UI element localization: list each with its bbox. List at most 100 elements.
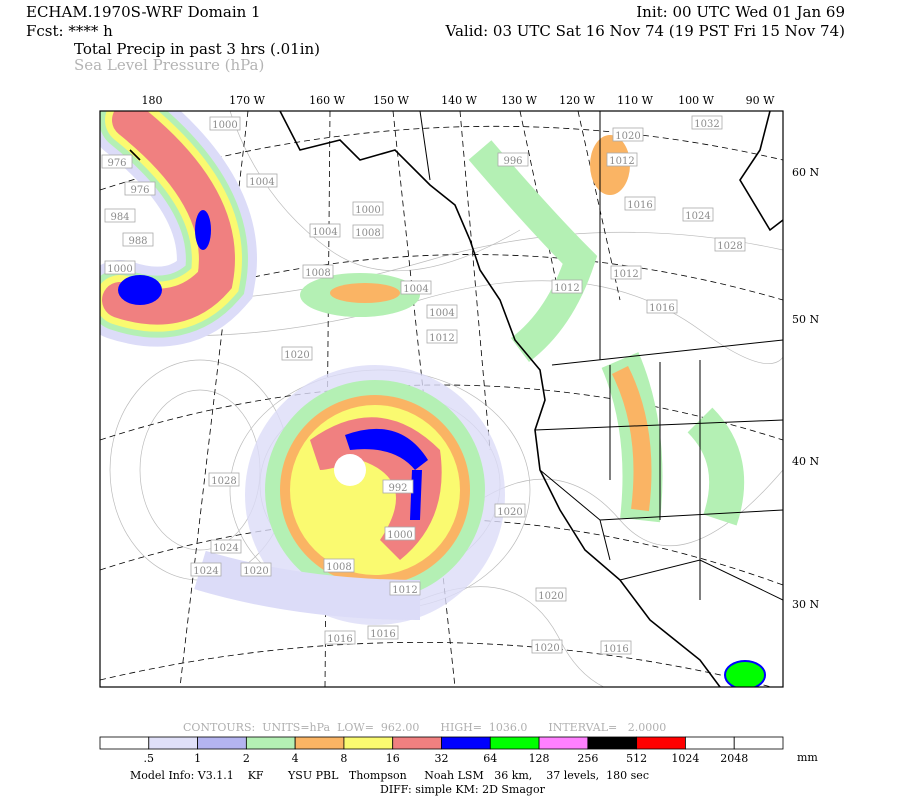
pressure-label: 1016 [370, 629, 395, 640]
pressure-label: 1024 [213, 543, 238, 554]
pressure-label-box [382, 479, 414, 494]
pressure-label: 1000 [107, 264, 132, 275]
longitude-label: 100 W [678, 94, 714, 107]
legend-label: .5 [144, 752, 155, 765]
valid-time: Valid: 03 UTC Sat 16 Nov 74 (19 PST Fri … [445, 22, 845, 40]
latitude-label: 40 N [792, 455, 819, 468]
pressure-label: 976 [107, 158, 126, 169]
map-frame [99, 110, 784, 688]
pressure-label-box [497, 152, 529, 167]
pressure-label-box [494, 503, 526, 518]
pressure-label-box [210, 539, 242, 554]
pressure-label: 1028 [211, 476, 236, 487]
pressure-label-box [309, 223, 341, 238]
legend-swatch [148, 736, 198, 750]
longitude-label: 130 W [501, 94, 537, 107]
pressure-label-box [104, 260, 136, 275]
pressure-label: 1008 [326, 562, 351, 573]
pressure-label-box [208, 472, 240, 487]
latitude-label: 50 N [792, 313, 819, 326]
forecast-hour: Fcst: **** h [26, 22, 113, 40]
legend-label: 8 [340, 752, 347, 765]
pressure-label: 1016 [627, 200, 652, 211]
pressure-label: 1012 [613, 269, 638, 280]
pressure-label-box [551, 279, 583, 294]
pressure-label: 1012 [392, 585, 417, 596]
precipitation [100, 111, 766, 687]
pressure-label-box [682, 207, 714, 222]
pressure-label-box [281, 346, 313, 361]
longitude-label: 170 W [229, 94, 265, 107]
pressure-label-box [352, 224, 384, 239]
latitude-label: 60 N [792, 166, 819, 179]
pressure-label: 1004 [429, 308, 454, 319]
pressure-label-box [606, 152, 638, 167]
pressure-label-box [426, 304, 458, 319]
pressure-label: 1024 [685, 211, 710, 222]
pressure-label-box [612, 127, 644, 142]
pressure-label: 996 [503, 156, 522, 167]
legend-swatch [245, 736, 296, 750]
pressure-label: 1020 [538, 591, 563, 602]
legend-label: 16 [386, 752, 400, 765]
pressure-label-box [302, 264, 334, 279]
pressure-label: 992 [388, 483, 407, 494]
legend-label: 1 [194, 752, 201, 765]
pressure-label-box [600, 640, 632, 655]
pressure-label-box [240, 562, 272, 577]
legend-swatch [197, 736, 247, 750]
pressure-label-box [400, 280, 432, 295]
pressure-label: 1004 [403, 284, 428, 295]
legend-label: 64 [483, 752, 497, 765]
pressure-label: 1004 [312, 227, 337, 238]
pressure-label-box [190, 562, 222, 577]
pressure-label-box [124, 181, 156, 196]
init-time: Init: 00 UTC Wed 01 Jan 69 [636, 3, 845, 21]
pressure-label-box [535, 587, 567, 602]
legend-swatch [392, 736, 442, 750]
pressure-label-box [324, 630, 356, 645]
pressure-label-box [104, 208, 136, 223]
pressure-label-box [426, 329, 458, 344]
longitude-label: 140 W [441, 94, 477, 107]
legend-swatch [99, 736, 150, 750]
pressure-label-box [367, 625, 399, 640]
pressure-label: 1020 [534, 643, 559, 654]
legend-swatch [489, 736, 540, 750]
pressure-label: 1008 [305, 268, 330, 279]
pressure-label-box [624, 196, 656, 211]
field-1: Total Precip in past 3 hrs (.01in) [74, 40, 320, 58]
pressure-label: 1020 [243, 566, 268, 577]
pressure-label: 1020 [284, 350, 309, 361]
borders [419, 111, 783, 601]
coastlines [129, 111, 783, 687]
pressure-label: 1016 [327, 634, 352, 645]
pressure-label: 1004 [249, 177, 274, 188]
model-info: Model Info: V3.1.1 KF YSU PBL Thompson N… [130, 769, 649, 782]
legend-label: 4 [292, 752, 299, 765]
longitude-label: 180 [142, 94, 163, 107]
pressure-label: 1000 [355, 205, 380, 216]
legend-swatch [343, 736, 394, 750]
pressure-label: 1020 [497, 507, 522, 518]
legend-swatch [441, 736, 491, 750]
pressure-label: 1012 [429, 333, 454, 344]
legend-swatch [685, 736, 735, 750]
legend-label: 256 [577, 752, 598, 765]
pressure-label-box [714, 237, 746, 252]
legend-label: 2 [243, 752, 250, 765]
pressure-label-box [209, 116, 241, 131]
pressure-label-box [691, 115, 723, 130]
longitude-label: 110 W [617, 94, 653, 107]
pressure-label: 1016 [603, 644, 628, 655]
pressure-label-box [646, 299, 678, 314]
pressure-label: 984 [110, 212, 129, 223]
longitude-label: 160 W [309, 94, 345, 107]
legend-swatch [587, 736, 638, 750]
pressure-label-box [122, 232, 154, 247]
pressure-label: 1000 [212, 120, 237, 131]
pressure-label-box [531, 639, 563, 654]
pressure-label-box [352, 201, 384, 216]
legend-swatch [733, 736, 784, 750]
